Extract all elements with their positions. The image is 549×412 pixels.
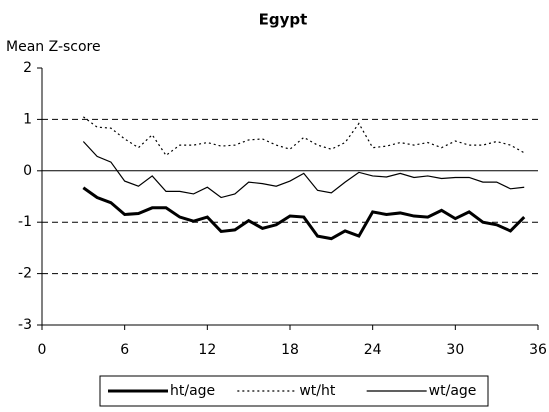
x-tick-label: 36 — [529, 342, 547, 358]
y-tick-label: 0 — [23, 163, 32, 179]
y-tick-label: -1 — [18, 214, 32, 230]
x-tick-label: 24 — [364, 342, 382, 358]
x-tick-label: 6 — [120, 342, 129, 358]
y-tick-label: 1 — [23, 111, 32, 127]
y-tick-label: -2 — [18, 266, 32, 282]
y-axis-label: Mean Z-score — [6, 39, 101, 55]
x-tick-label: 0 — [38, 342, 47, 358]
y-tick-label: -3 — [18, 317, 32, 333]
x-tick-label: 12 — [198, 342, 216, 358]
x-tick-label: 30 — [446, 342, 464, 358]
x-tick-label: 18 — [281, 342, 299, 358]
line-series — [82, 186, 526, 241]
y-tick-label: 2 — [23, 60, 32, 76]
chart-title: Egypt — [259, 11, 308, 29]
legend-label: wt/age — [429, 383, 477, 399]
line-series — [82, 141, 525, 199]
legend-label: wt/ht — [299, 383, 336, 399]
legend-label: ht/age — [170, 383, 215, 399]
line-series — [82, 116, 525, 157]
